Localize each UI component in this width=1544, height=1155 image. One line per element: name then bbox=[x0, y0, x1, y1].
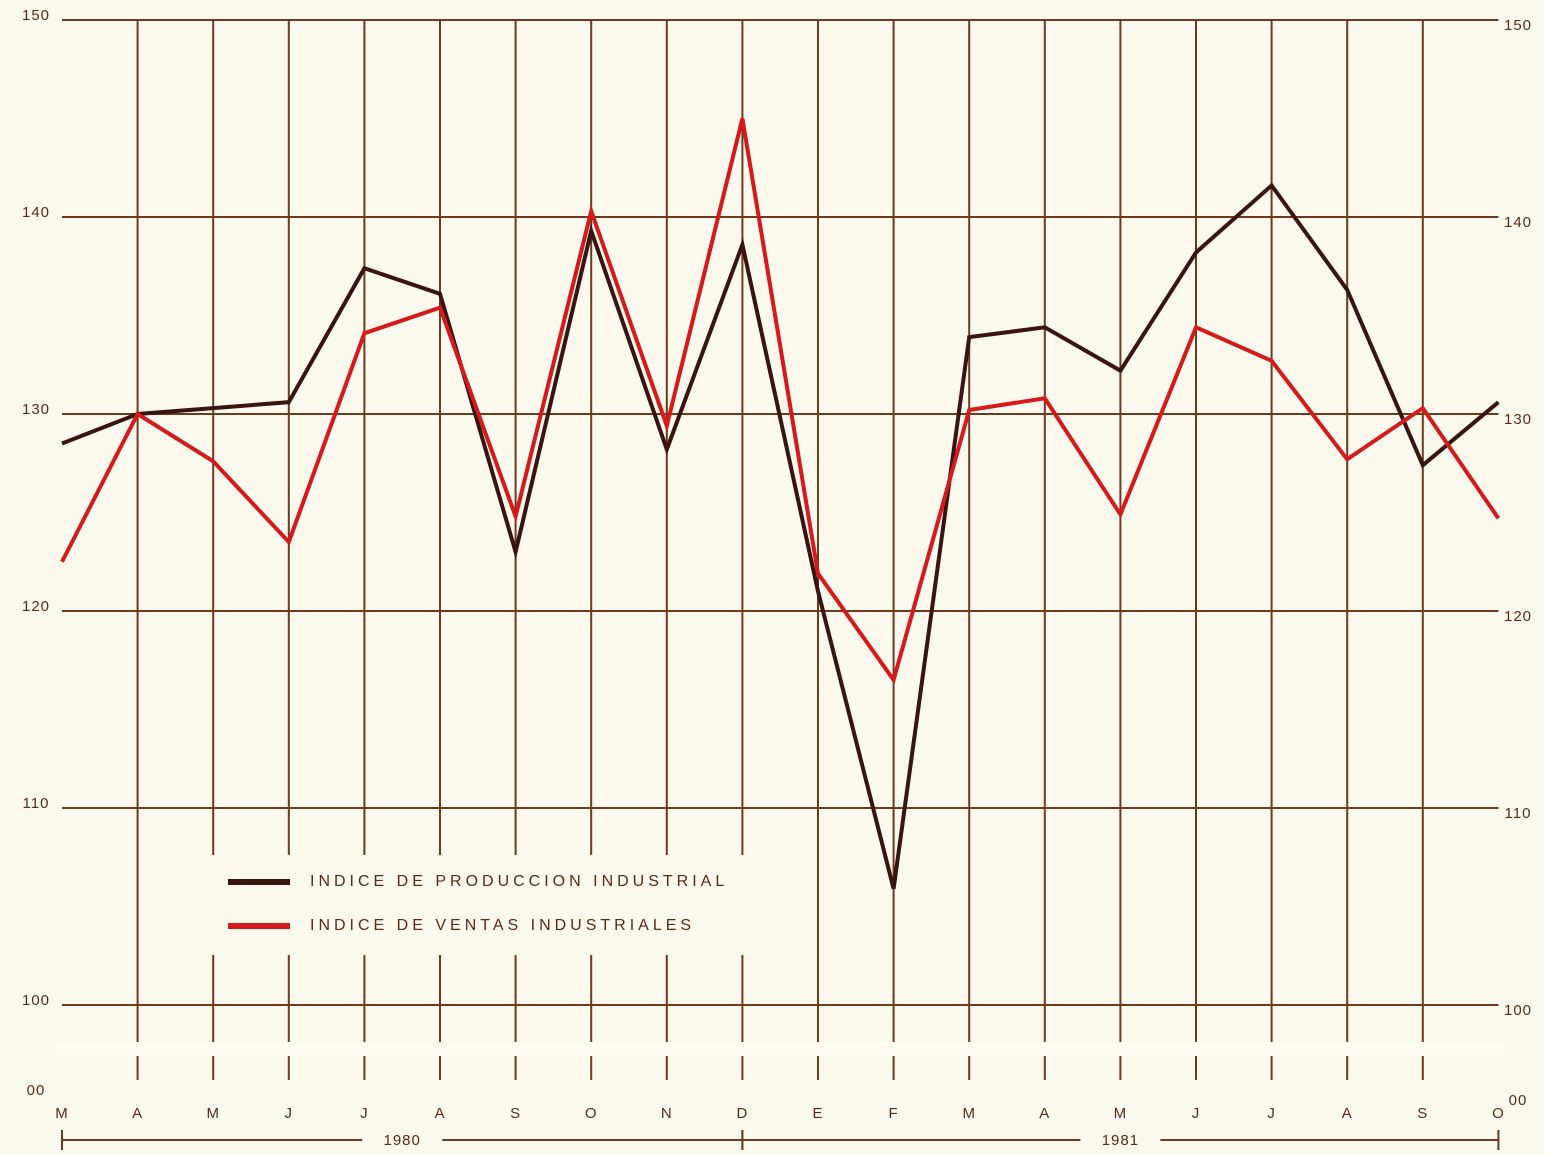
year-label: 1980 bbox=[384, 1132, 421, 1149]
x-tick-label: O bbox=[1492, 1105, 1505, 1122]
x-tick-label: E bbox=[812, 1105, 823, 1122]
x-tick-label: A bbox=[434, 1105, 445, 1122]
x-tick-label: F bbox=[889, 1105, 899, 1122]
x-tick-label: O bbox=[585, 1105, 598, 1122]
x-tick-label: M bbox=[206, 1105, 220, 1122]
series-line bbox=[60, 118, 1501, 685]
x-tick-label: S bbox=[510, 1105, 521, 1122]
y-tick-label-right: 110 bbox=[1505, 805, 1532, 822]
x-tick-label: J bbox=[285, 1105, 294, 1122]
y-tick-label: 100 bbox=[22, 992, 50, 1009]
x-tick-label: M bbox=[1114, 1105, 1128, 1122]
y-tick-label-right: 100 bbox=[1504, 1002, 1532, 1019]
x-tick-label: M bbox=[55, 1105, 69, 1122]
y-tick-label: 120 bbox=[22, 598, 50, 615]
legend-label: INDICE DE PRODUCCION INDUSTRIAL bbox=[310, 873, 728, 890]
x-tick-label: J bbox=[360, 1105, 369, 1122]
y-tick-label: 130 bbox=[22, 401, 50, 418]
year-label: 1981 bbox=[1102, 1132, 1139, 1149]
x-tick-label: A bbox=[1039, 1105, 1050, 1122]
legend-box bbox=[205, 855, 765, 955]
series-line bbox=[61, 182, 1500, 890]
x-tick-label: A bbox=[1342, 1105, 1353, 1122]
x-tick-label: M bbox=[962, 1105, 976, 1122]
y-tick-label: 140 bbox=[22, 204, 50, 221]
y-tick-label-right: 120 bbox=[1504, 608, 1532, 625]
x-tick-label: N bbox=[661, 1105, 673, 1122]
x-tick-label: D bbox=[736, 1105, 748, 1122]
y-tick-label-right: 150 bbox=[1504, 17, 1532, 34]
axis-break bbox=[57, 1042, 1504, 1056]
x-tick-label: J bbox=[1192, 1105, 1201, 1122]
x-tick-label: A bbox=[132, 1105, 143, 1122]
y-tick-label-right: 140 bbox=[1504, 214, 1532, 231]
y-tick-label: 110 bbox=[23, 795, 50, 812]
y-tick-label-right: 130 bbox=[1504, 411, 1532, 428]
legend-label: INDICE DE VENTAS INDUSTRIALES bbox=[310, 917, 695, 934]
y-tick-label: 150 bbox=[22, 7, 50, 24]
x-tick-label: S bbox=[1417, 1105, 1428, 1122]
axis-origin-label-right: 00 bbox=[1509, 1092, 1528, 1109]
axis-origin-label: 00 bbox=[27, 1082, 46, 1099]
x-tick-label: J bbox=[1267, 1105, 1276, 1122]
